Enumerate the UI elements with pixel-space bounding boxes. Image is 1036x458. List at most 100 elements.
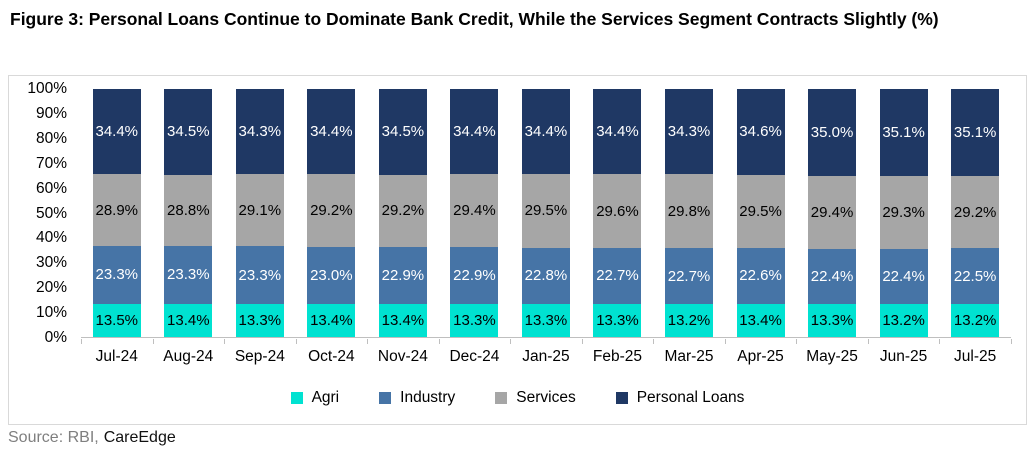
y-axis-tick-label: 50% [35, 204, 67, 222]
bar-segment-value: 13.3% [810, 312, 854, 330]
bar-segment-value: 23.3% [167, 266, 210, 284]
bar-segment-services: 29.4% [450, 174, 499, 248]
legend-label: Services [516, 389, 576, 406]
stacked-bar: 13.2% 22.7% 29.8% 34.3% [665, 89, 714, 337]
x-axis-label: May-25 [806, 348, 858, 365]
bar-segment-value: 13.5% [95, 311, 139, 329]
legend-marker [495, 392, 508, 404]
source-prefix: Source: RBI, [8, 429, 99, 446]
x-axis-tick [796, 339, 798, 344]
x-axis-label: Apr-25 [737, 348, 784, 365]
bar-segment-industry: 23.3% [164, 246, 213, 304]
bar-segment-value: 22.4% [810, 267, 854, 285]
stacked-bar: 13.4% 22.9% 29.2% 34.5% [378, 89, 427, 337]
bar-segment-value: 22.7% [596, 267, 639, 285]
bar-column-jan-25: 13.3% 22.8% 29.5% 34.4% [510, 89, 582, 337]
bar-segment-industry: 22.4% [808, 248, 857, 305]
bar-segment-services: 29.5% [521, 174, 570, 248]
stacked-bar: 13.2% 22.5% 29.2% 35.1% [951, 89, 1000, 337]
bar-segment-personal-loans: 34.3% [235, 89, 284, 175]
x-axis-label: Nov-24 [377, 348, 428, 365]
bar-segment-industry: 22.9% [378, 247, 427, 304]
bar-column-dec-24: 13.3% 22.9% 29.4% 34.4% [439, 89, 511, 337]
y-axis: 0% 10% 20% 30% 40% 50% 60% 70% 80% 90% 100% [9, 80, 73, 346]
bar-segment-value: 29.6% [596, 202, 639, 220]
bar-segment-value: 29.4% [810, 203, 854, 221]
bar-column-jul-24: 13.5% 23.3% 28.9% 34.4% [81, 89, 153, 337]
bar-segment-agri: 13.2% [951, 304, 1000, 337]
bar-segment-value: 29.8% [667, 202, 711, 220]
bar-column-feb-25: 13.3% 22.7% 29.6% 34.4% [582, 89, 654, 337]
bar-segment-value: 22.9% [453, 267, 496, 285]
legend-label: Personal Loans [636, 389, 745, 406]
bar-segment-services: 29.3% [879, 176, 928, 249]
bar-segment-agri: 13.3% [521, 304, 570, 337]
bar-segment-value: 34.3% [238, 123, 282, 141]
bar-column-sep-24: 13.3% 23.3% 29.1% 34.3% [224, 89, 296, 337]
bar-segment-services: 28.9% [92, 174, 141, 246]
x-axis-tick [510, 339, 512, 344]
x-axis-label: Jul-24 [95, 348, 138, 365]
bar-segment-value: 34.6% [739, 123, 782, 141]
bar-segment-value: 35.0% [810, 123, 854, 141]
x-axis-label: Dec-24 [449, 348, 500, 365]
stacked-bar: 13.5% 23.3% 28.9% 34.4% [92, 89, 141, 337]
bar-segment-value: 34.4% [596, 123, 639, 141]
bar-segment-personal-loans: 34.4% [450, 89, 499, 175]
bar-segment-agri: 13.3% [593, 304, 642, 337]
bar-segment-industry: 22.7% [593, 247, 642, 305]
bar-segment-value: 22.9% [381, 266, 425, 284]
bar-segment-value: 13.4% [167, 311, 210, 329]
x-axis-tick [438, 339, 440, 344]
legend-marker [615, 392, 628, 404]
bar-column-may-25: 13.3% 22.4% 29.4% 35.0% [796, 89, 868, 337]
bar-segment-services: 29.8% [665, 174, 714, 248]
bar-segment-value: 13.4% [310, 311, 353, 329]
bar-segment-services: 29.2% [378, 174, 427, 247]
x-axis-tick [653, 339, 655, 344]
bar-segment-industry: 22.9% [450, 247, 499, 305]
bar-segment-agri: 13.4% [307, 303, 356, 337]
bar-segment-value: 28.9% [95, 201, 139, 219]
source-line: Source: RBI, CareEdge [8, 429, 176, 447]
bar-segment-personal-loans: 35.0% [808, 89, 857, 176]
x-axis-label: Jul-25 [954, 348, 997, 365]
x-axis-label: Oct-24 [308, 348, 355, 365]
bar-segment-personal-loans: 34.5% [378, 89, 427, 175]
bar-segment-value: 35.1% [882, 124, 925, 142]
stacked-bar: 13.3% 22.8% 29.5% 34.4% [521, 89, 570, 337]
bar-column-aug-24: 13.4% 23.3% 28.8% 34.5% [153, 89, 225, 337]
bar-segment-agri: 13.5% [92, 303, 141, 337]
bar-segment-services: 29.5% [736, 174, 785, 248]
x-axis-label: Aug-24 [163, 348, 214, 365]
bar-segment-value: 13.4% [739, 311, 782, 329]
bar-segment-value: 23.3% [238, 266, 282, 284]
bar-segment-value: 22.4% [882, 267, 925, 285]
bar-segment-personal-loans: 34.5% [164, 89, 213, 175]
bar-segment-value: 34.4% [95, 123, 139, 141]
legend-marker [290, 392, 303, 404]
bar-segment-value: 22.6% [739, 267, 782, 285]
bar-segment-industry: 22.4% [879, 248, 928, 305]
bar-segment-value: 22.7% [667, 267, 711, 285]
bar-segment-value: 34.3% [667, 123, 711, 141]
y-axis-tick-label: 60% [35, 179, 67, 197]
bar-segment-personal-loans: 34.6% [736, 89, 785, 175]
bar-segment-value: 13.3% [524, 312, 568, 330]
legend-item-industry: Industry [379, 389, 455, 407]
bar-column-oct-24: 13.4% 23.0% 29.2% 34.4% [296, 89, 368, 337]
source-org: CareEdge [103, 429, 176, 446]
x-axis-tick [867, 339, 869, 344]
bar-segment-value: 29.5% [739, 202, 782, 220]
legend: Agri Industry Services Personal Loans [9, 389, 1026, 407]
x-axis: Jul-24 Aug-24 Sep-24 Oct-24 Nov-24 Dec-24 Jan-… [81, 348, 1011, 366]
bar-segment-agri: 13.2% [665, 304, 714, 337]
bar-segment-services: 28.8% [164, 174, 213, 246]
x-axis-tick [367, 339, 369, 344]
bar-segment-agri: 13.4% [378, 303, 427, 337]
bar-segment-agri: 13.3% [450, 304, 499, 337]
bar-segment-personal-loans: 34.4% [92, 89, 141, 175]
x-axis-label: Mar-25 [664, 348, 714, 365]
bar-segment-services: 29.2% [951, 176, 1000, 249]
bar-column-nov-24: 13.4% 22.9% 29.2% 34.5% [367, 89, 439, 337]
